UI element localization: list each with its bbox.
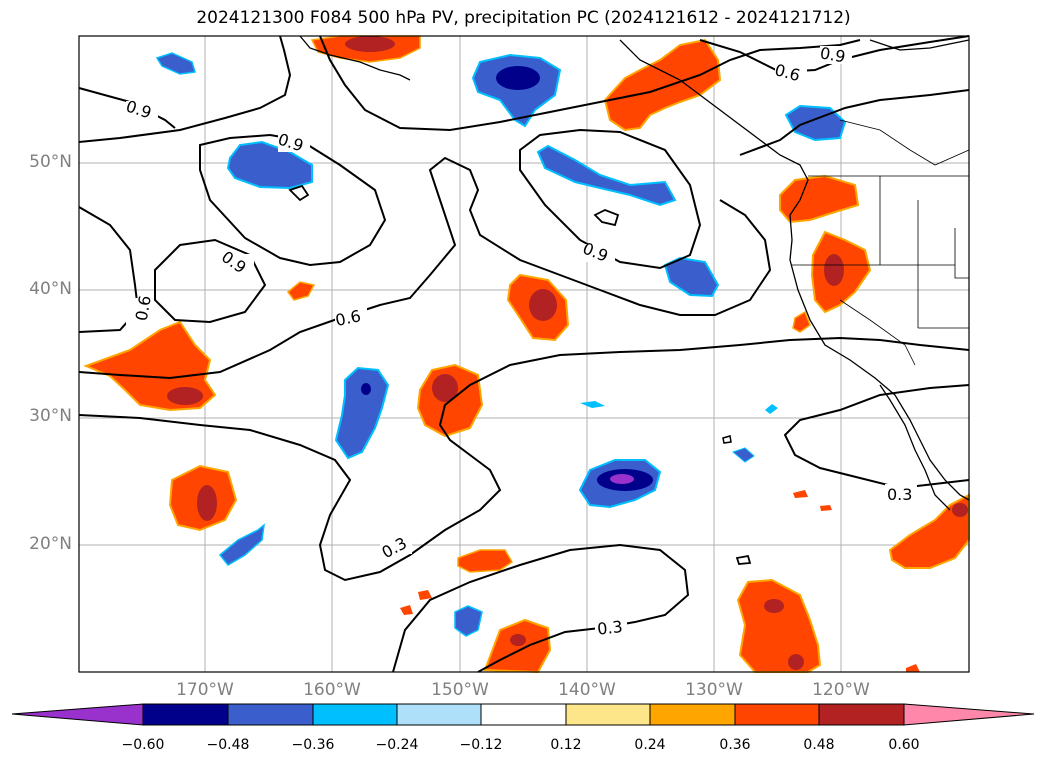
colorbar-extend-high [903,703,1035,726]
colorbar-tick: −0.60 [121,737,165,753]
lat-label: 50°N [29,152,72,172]
precip-blob [731,447,755,463]
precip-blob [457,549,514,573]
colorbar-tick: 0.12 [550,737,582,753]
colorbar-segment [565,703,651,726]
precip-blob [792,310,811,333]
precip-blob [765,404,778,414]
precip-core [345,36,395,52]
precip-blob [286,281,316,301]
lat-label: 40°N [29,279,72,299]
precip-core [764,599,784,613]
plot-area [79,36,969,672]
pv-contour [519,128,702,270]
precip-core [824,254,844,286]
pv-contour [78,206,140,333]
precip-core [788,654,804,670]
pv-contour [78,156,772,380]
precip-core [610,474,634,484]
precip-blob [400,605,413,615]
pv-contour [593,209,620,227]
pv-contour [722,435,732,444]
precip-core [361,383,371,395]
colorbar-tick: 0.36 [719,737,751,753]
precip-blob [454,605,483,637]
pv-contour [154,238,267,324]
positive-precip-areas [83,35,970,674]
colorbar-segment [734,703,820,726]
colorbar-segment [818,703,905,726]
lon-label: 160°W [303,680,361,700]
precip-blob [663,256,720,298]
lon-label: 130°W [685,680,743,700]
lon-label: 150°W [431,680,489,700]
precip-core [496,66,540,90]
colorbar-tick: −0.12 [459,737,503,753]
colorbar-segment [142,703,229,726]
precip-core [510,634,526,646]
pv-contour [739,89,970,156]
pv-contour [699,35,970,74]
precip-blob [580,401,605,408]
precip-blob [906,664,920,672]
precip-core [167,387,203,405]
colorbar-segment [649,703,736,726]
precip-blob [218,523,265,566]
colorbar-tick: 0.48 [803,737,835,753]
lon-label: 170°W [176,680,234,700]
colorbar [11,703,1035,726]
contour-label: 0.3 [596,617,623,639]
precip-blob [820,505,832,511]
colorbar-tick: −0.24 [375,737,419,753]
pv-contour [78,35,292,143]
precip-core [529,289,557,321]
colorbar-segment [227,703,314,726]
colorbar-extend-low [11,703,144,726]
pv-contour [735,554,752,565]
precip-core [432,374,458,402]
map-title: 2024121300 F084 500 hPa PV, precipitatio… [196,8,851,28]
precip-blob [471,53,562,128]
colorbar-segment [480,703,567,726]
pv-contour [288,184,310,202]
negative-precip-areas [155,52,847,637]
colorbar-tick: −0.36 [291,737,335,753]
colorbar-segment [396,703,482,726]
precip-blob [536,144,677,207]
contour-label: 0.6 [132,294,155,322]
precip-blob [226,140,313,190]
coastline [299,35,970,511]
lon-label: 140°W [558,680,616,700]
lat-label: 20°N [29,534,72,554]
pv-contour [392,543,690,673]
colorbar-tick: 0.60 [888,737,920,753]
contour-label: 0.3 [887,485,912,504]
lat-label: 30°N [29,406,72,426]
precip-blob [779,174,860,224]
precip-core [952,503,968,517]
colorbar-segment [312,703,398,726]
plot-frame [78,35,970,673]
colorbar-tick: −0.48 [206,737,250,753]
graticule [79,36,969,672]
precip-core [197,485,217,521]
contour-label: 0.9 [819,43,847,66]
pv-contour [319,35,861,132]
colorbar-tick: 0.24 [634,737,666,753]
country-borders [792,119,970,366]
lon-label: 120°W [812,680,870,700]
contour-label: 0.6 [334,306,363,330]
precip-blob [334,366,390,460]
precip-blob [793,490,808,498]
precip-blob [418,590,432,600]
pv-contours [78,35,970,673]
pv-contour [78,336,970,582]
precip-blob [155,52,196,75]
precip-blob [736,578,822,673]
pv-contour [783,384,970,490]
